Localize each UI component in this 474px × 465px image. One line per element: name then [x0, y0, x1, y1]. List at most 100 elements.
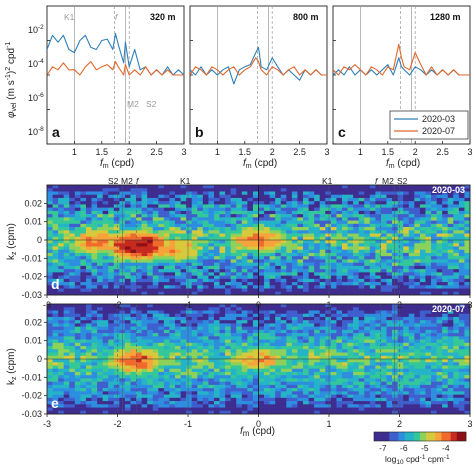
heatmap-cell [325, 336, 332, 340]
heatmap-cell [213, 336, 220, 340]
heatmap-cell [180, 220, 187, 225]
heatmap-cell [63, 404, 70, 408]
heatmap-cell [269, 323, 276, 327]
heatmap-cell [264, 378, 270, 382]
heatmap-cell [74, 388, 81, 392]
heatmap-cell [392, 391, 398, 395]
heatmap-cell [169, 201, 176, 205]
heatmap-cell [252, 246, 259, 251]
heatmap-cell [52, 210, 59, 215]
heatmap-cell [208, 310, 215, 315]
heatmap-cell [241, 401, 248, 405]
heatmap-cell [91, 256, 98, 260]
heatmap-cell [380, 240, 387, 244]
heatmap-cell [252, 388, 259, 392]
heatmap-cell [364, 371, 371, 376]
heatmap-cell [236, 217, 243, 221]
heatmap-cell [291, 368, 298, 373]
heatmap-cell [319, 304, 326, 308]
heatmap-cell [380, 391, 387, 395]
heatmap-cell [258, 265, 265, 270]
heatmap-cell [163, 326, 170, 331]
heatmap-cell [147, 243, 154, 247]
heatmap-cell [85, 214, 92, 218]
heatmap-cell [341, 256, 348, 260]
heatmap-cell [213, 259, 220, 263]
heatmap-cell [230, 210, 237, 215]
heatmap-cell [69, 326, 76, 331]
heatmap-cell [136, 188, 142, 192]
heatmap-cell [175, 304, 181, 308]
heatmap-cell [236, 210, 243, 215]
heatmap-cell [91, 223, 98, 228]
heatmap-cell [91, 336, 98, 340]
heatmap-cell [74, 320, 81, 324]
heatmap-cell [52, 333, 59, 337]
heatmap-cell [258, 310, 265, 315]
heatmap-cell [297, 404, 304, 408]
heatmap-cell [419, 227, 426, 231]
heatmap-cell [375, 275, 382, 280]
heatmap-cell [225, 262, 231, 267]
heatmap-cell [169, 355, 176, 360]
heatmap-cell [208, 275, 215, 280]
heatmap-cell [191, 394, 198, 399]
heatmap-cell [141, 220, 148, 225]
heatmap-cell [163, 384, 170, 389]
heatmap-cell [141, 227, 148, 231]
heatmap-cell [219, 378, 226, 382]
heatmap-cell [175, 282, 181, 286]
heatmap-cell [264, 265, 270, 270]
heatmap-cell [63, 278, 70, 283]
heatmap-cell [230, 207, 237, 212]
heatmap-cell [325, 307, 332, 311]
heatmap-cell [152, 407, 159, 412]
heatmap-cell [108, 307, 115, 311]
heatmap-cell [369, 410, 376, 415]
heatmap-cell [136, 326, 142, 331]
heatmap-cell [47, 285, 53, 289]
heatmap-cell [108, 410, 115, 415]
heatmap-cell [136, 394, 142, 399]
heatmap-cell [336, 236, 343, 241]
heatmap-cell [364, 236, 371, 241]
heatmap-cell [130, 375, 137, 379]
heatmap-cell [85, 291, 92, 296]
heatmap-cell [258, 288, 265, 293]
heatmap-cell [241, 378, 248, 382]
heatmap-cell [330, 368, 337, 373]
heatmap-cell [241, 362, 248, 366]
heatmap-cell [336, 188, 343, 192]
heatmap-cell [347, 404, 354, 408]
heatmap-cell [425, 249, 432, 254]
heatmap-cell [163, 269, 170, 273]
heatmap-cell [380, 262, 387, 267]
heatmap-cell [369, 252, 376, 257]
heatmap-cell [336, 310, 343, 315]
heatmap-cell [325, 342, 332, 347]
heatmap-cell [58, 391, 64, 395]
heatmap-cell [419, 407, 426, 412]
heatmap-cell [186, 359, 193, 363]
heatmap-cell [163, 285, 170, 289]
heatmap-cell [308, 210, 315, 215]
heatmap-cell [236, 269, 243, 273]
heatmap-cell [397, 194, 404, 199]
heatmap-cell [397, 320, 404, 324]
heatmap-cell [52, 188, 59, 192]
heatmap-cell [52, 320, 59, 324]
heatmap-cell [419, 336, 426, 340]
heatmap-cell [85, 304, 92, 308]
heatmap-cell [252, 194, 259, 199]
heatmap-cell [341, 262, 348, 267]
heatmap-cell [74, 188, 81, 192]
heatmap-cell [219, 346, 226, 350]
heatmap-cell [247, 362, 254, 366]
heatmap-cell [241, 410, 248, 415]
heatmap-cell [102, 236, 109, 241]
heatmap-cell [63, 359, 70, 363]
heatmap-cell [58, 272, 64, 276]
heatmap-cell [236, 307, 243, 311]
heatmap-cell [414, 262, 421, 267]
heatmap-cell [147, 223, 154, 228]
